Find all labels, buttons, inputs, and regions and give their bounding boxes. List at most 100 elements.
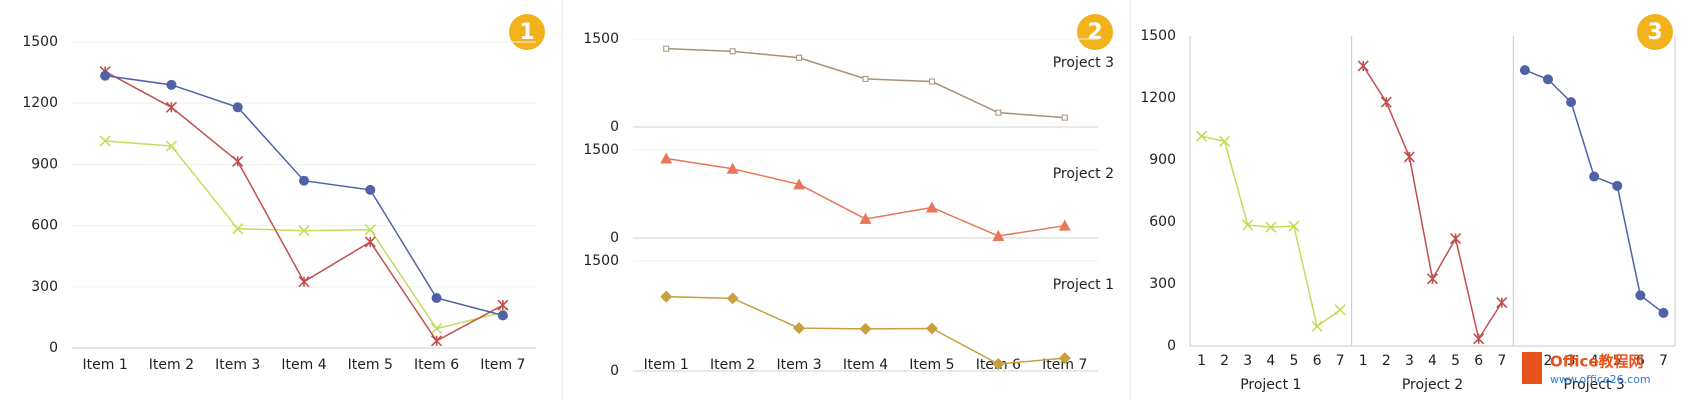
marker <box>660 290 673 303</box>
x-tick-label: Item 3 <box>776 357 821 373</box>
marker <box>1426 273 1439 285</box>
marker <box>1288 220 1300 232</box>
y-tick-label: 0 <box>610 119 619 135</box>
group-label: Project 3 <box>1564 377 1625 393</box>
y-tick-label: 1200 <box>22 95 58 111</box>
marker <box>1612 180 1623 191</box>
x-tick-label: 6 <box>1313 353 1322 369</box>
y-tick-label: 600 <box>1149 214 1176 230</box>
watermark-url: www.office26.com <box>1550 373 1651 386</box>
x-tick-label: 5 <box>1289 353 1298 369</box>
marker <box>1242 219 1254 231</box>
y-tick-label: 0 <box>1167 338 1176 354</box>
marker <box>992 229 1005 241</box>
x-tick-label: 1 <box>1197 353 1206 369</box>
y-tick-label: 1500 <box>22 34 58 50</box>
marker <box>995 109 1002 116</box>
x-tick-label: Item 5 <box>909 357 954 373</box>
marker <box>1635 290 1646 301</box>
x-tick-label: 5 <box>1613 353 1622 369</box>
marker <box>1311 320 1323 332</box>
marker <box>165 101 177 113</box>
x-tick-label: 3 <box>1567 353 1576 369</box>
x-tick-label: 5 <box>1451 353 1460 369</box>
marker <box>232 155 244 167</box>
marker <box>364 236 376 248</box>
marker <box>1195 130 1208 142</box>
badge-number: 1 <box>519 20 534 45</box>
x-tick-label: 3 <box>1243 353 1252 369</box>
marker <box>166 79 177 90</box>
x-tick-label: Item 4 <box>281 357 326 373</box>
x-tick-label: 4 <box>1590 353 1599 369</box>
y-tick-label: 300 <box>1149 276 1176 292</box>
marker <box>365 184 376 195</box>
marker <box>793 322 806 335</box>
marker <box>1450 232 1462 245</box>
x-tick-label: 4 <box>1266 353 1275 369</box>
marker <box>497 299 509 311</box>
marker <box>232 223 244 235</box>
marker <box>1519 65 1530 76</box>
x-tick-label: 6 <box>1474 353 1483 369</box>
marker <box>992 358 1005 371</box>
x-tick-label: Item 1 <box>83 357 128 373</box>
marker <box>1265 221 1277 233</box>
marker <box>299 175 309 186</box>
marker <box>726 162 739 174</box>
marker <box>1058 219 1071 231</box>
y-tick-label: 900 <box>1149 152 1176 168</box>
marker <box>729 48 736 55</box>
marker <box>165 140 177 152</box>
marker <box>1589 171 1600 182</box>
marker <box>1380 96 1392 108</box>
x-tick-label: Item 2 <box>710 357 755 373</box>
series-label: Project 1 <box>1053 277 1114 293</box>
watermark-logo <box>1522 352 1542 384</box>
badge <box>1637 14 1673 50</box>
marker <box>1658 307 1669 318</box>
marker <box>793 178 806 190</box>
series-label: Project 3 <box>1053 55 1114 71</box>
y-tick-label: 300 <box>31 279 58 295</box>
marker <box>663 45 670 52</box>
x-tick-label: Item 2 <box>149 357 194 373</box>
y-tick-label: 1500 <box>583 142 619 158</box>
x-tick-label: Item 4 <box>843 357 888 373</box>
x-tick-label: Item 7 <box>1042 357 1087 373</box>
y-tick-label: 1500 <box>583 253 619 269</box>
marker <box>862 75 869 82</box>
x-tick-label: 7 <box>1497 353 1506 369</box>
marker <box>859 322 872 335</box>
x-tick-label: Item 5 <box>348 357 393 373</box>
marker <box>660 152 673 164</box>
x-tick-label: 2 <box>1544 353 1553 369</box>
badge-number: 3 <box>1647 20 1662 45</box>
marker <box>925 322 938 335</box>
marker <box>1473 333 1485 345</box>
x-tick-label: 7 <box>1336 353 1345 369</box>
marker <box>298 276 310 288</box>
marker <box>859 212 872 224</box>
y-tick-label: 0 <box>610 363 619 379</box>
x-tick-label: Item 3 <box>215 357 260 373</box>
marker <box>796 54 803 61</box>
marker <box>364 224 376 236</box>
x-tick-label: 4 <box>1428 353 1437 369</box>
marker <box>232 102 243 113</box>
x-tick-label: 3 <box>1405 353 1414 369</box>
marker <box>100 70 111 81</box>
y-tick-label: 900 <box>31 156 58 172</box>
badge <box>1077 14 1113 50</box>
badge-number: 2 <box>1087 20 1102 45</box>
y-tick-label: 1500 <box>1140 28 1176 44</box>
group-label: Project 2 <box>1402 377 1463 393</box>
marker <box>1061 114 1068 121</box>
marker <box>431 323 443 335</box>
x-tick-label: 2 <box>1220 353 1229 369</box>
marker <box>298 225 310 237</box>
y-tick-label: 0 <box>610 230 619 246</box>
marker <box>1542 74 1553 85</box>
